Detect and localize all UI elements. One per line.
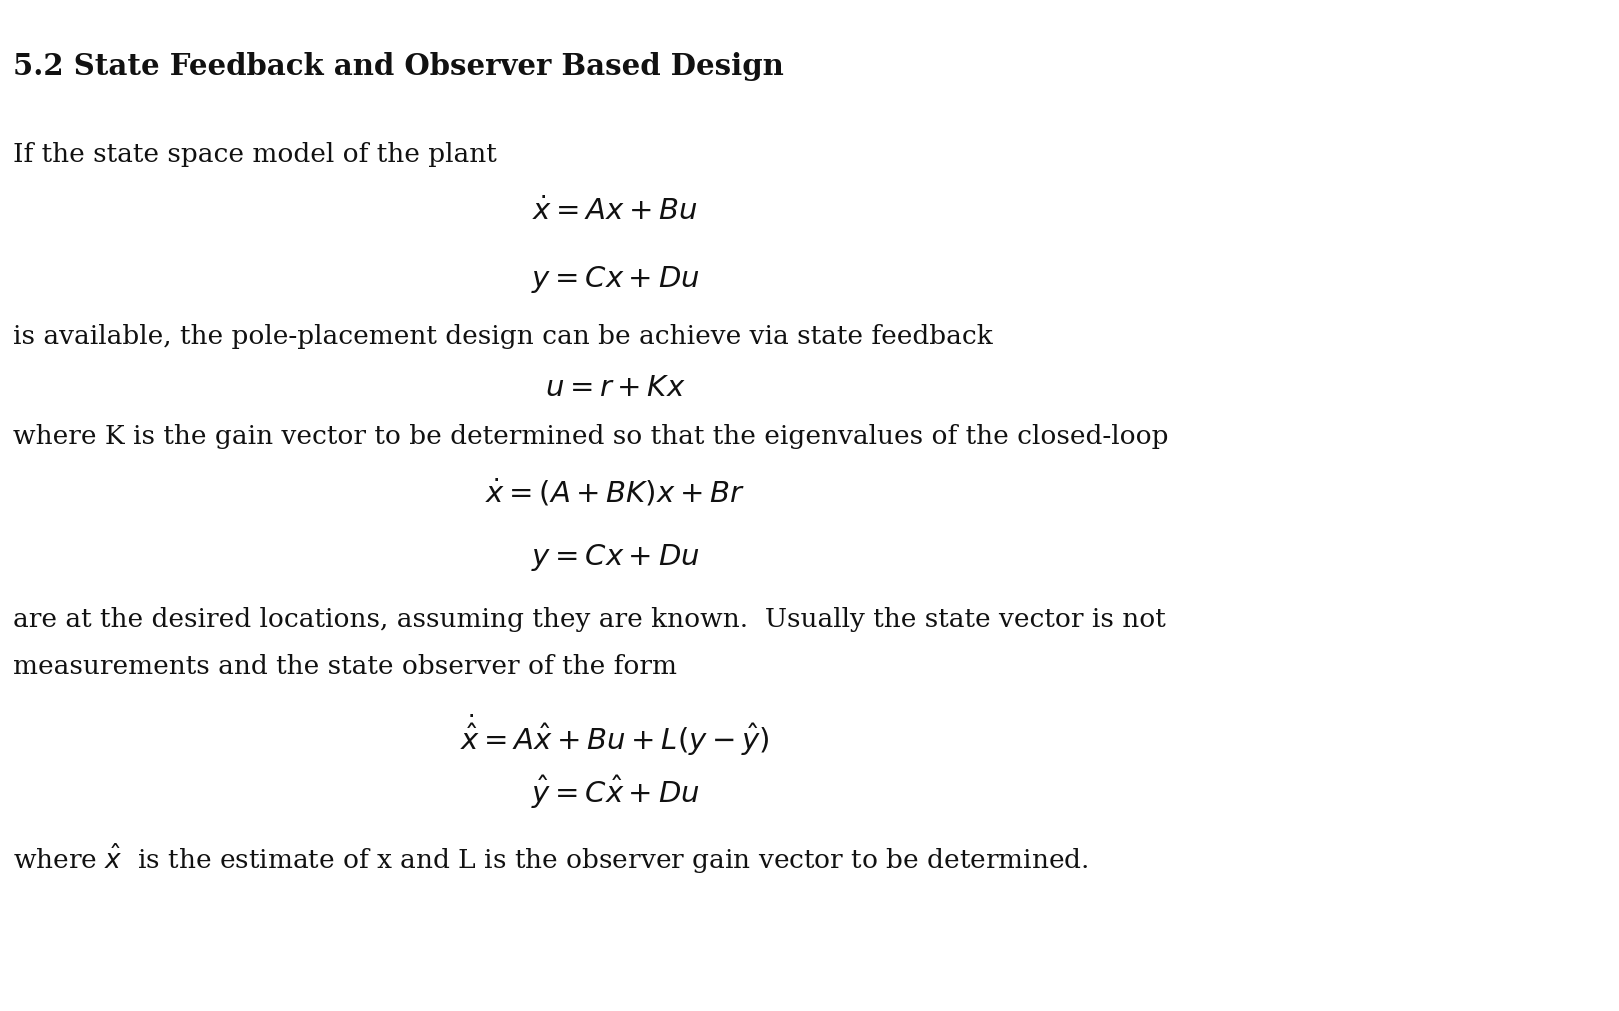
Text: are at the desired locations, assuming they are known.  Usually the state vector: are at the desired locations, assuming t… — [13, 607, 1166, 632]
Text: measurements and the state observer of the form: measurements and the state observer of t… — [13, 653, 677, 678]
Text: $y = Cx + Du$: $y = Cx + Du$ — [531, 264, 699, 295]
Text: If the state space model of the plant: If the state space model of the plant — [13, 142, 497, 167]
Text: $\dot{\hat{x}} = A\hat{x} + Bu + L(y - \hat{y})$: $\dot{\hat{x}} = A\hat{x} + Bu + L(y - \… — [460, 712, 771, 757]
Text: $\dot{x} = Ax + Bu$: $\dot{x} = Ax + Bu$ — [533, 197, 698, 225]
Text: where K is the gain vector to be determined so that the eigenvalues of the close: where K is the gain vector to be determi… — [13, 424, 1169, 449]
Text: $\hat{y} = C\hat{x} + Du$: $\hat{y} = C\hat{x} + Du$ — [531, 773, 699, 811]
Text: $u=r+Kx$: $u=r+Kx$ — [546, 374, 685, 401]
Text: $y = Cx + Du$: $y = Cx + Du$ — [531, 542, 699, 572]
Text: $\dot{x} = (A + BK)x + Br$: $\dot{x} = (A + BK)x + Br$ — [486, 476, 745, 509]
Text: where $\hat{x}$  is the estimate of x and L is the observer gain vector to be de: where $\hat{x}$ is the estimate of x and… — [13, 841, 1088, 876]
Text: is available, the pole-placement design can be achieve via state feedback: is available, the pole-placement design … — [13, 324, 992, 349]
Text: 5.2 State Feedback and Observer Based Design: 5.2 State Feedback and Observer Based De… — [13, 52, 784, 81]
